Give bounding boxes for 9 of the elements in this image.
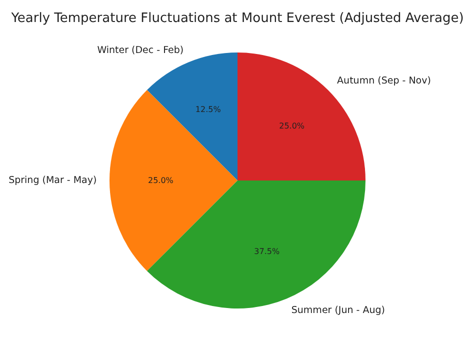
data-label: 25.0% [279, 122, 305, 131]
chart-title: Yearly Temperature Fluctuations at Mount Everest (Adjusted Average) [10, 11, 464, 26]
data-label: 25.0% [148, 176, 174, 185]
slice-label: Summer (Jun - Aug) [291, 305, 385, 316]
data-label: 37.5% [254, 246, 280, 256]
slice-label: Spring (Mar - May) [8, 175, 97, 186]
data-label: 12.5% [195, 105, 222, 114]
slice-label: Winter (Dec - Feb) [97, 44, 184, 56]
slice-label: Autumn (Sep - Nov) [337, 75, 431, 86]
